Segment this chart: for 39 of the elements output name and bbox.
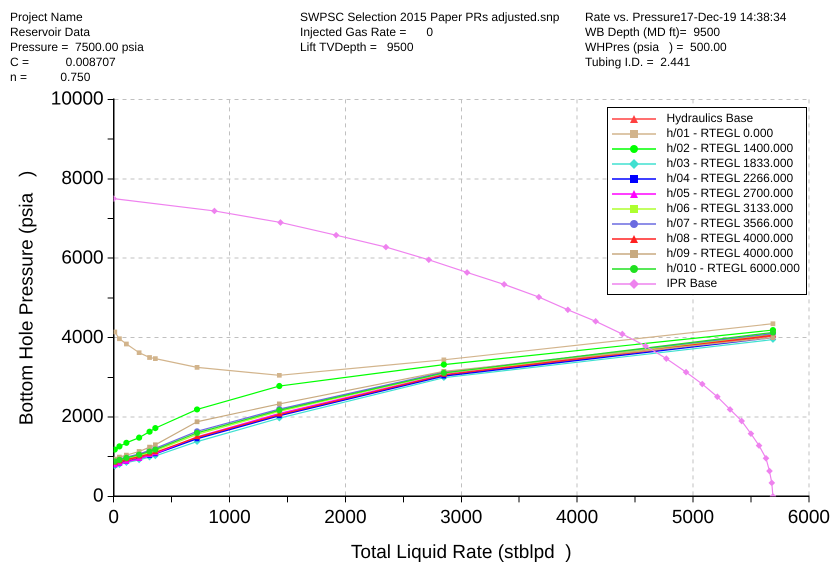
y-tick-label: 2000 [61,406,104,428]
legend-label: Hydraulics Base [666,111,754,126]
legend-label: h/04 - RTEGL 2266.000 [666,171,794,186]
x-tick-label: 5000 [672,507,714,528]
text: Rate vs. Pressure17-Dec-19 14:38:34 [585,10,786,25]
legend-label: h/05 - RTEGL 2700.000 [666,186,794,202]
text: WB Depth (MD ft)= 9500 [585,25,722,40]
legend-label: h/06 - RTEGL 3133.000 [666,201,794,216]
text: Injected Gas Rate = 0 [300,25,434,40]
text: Pressure = 7500.00 psia [10,40,144,55]
x-axis-title: Total Liquid Rate (stblpd ) [350,542,572,563]
y-tick-label: 0 [93,486,104,507]
x-tick-label: 4000 [556,507,598,528]
text: Project Name [10,10,84,25]
x-tick-label: 1000 [208,507,251,528]
y-tick-label: 4000 [61,326,104,348]
text: Tubing I.D. = 2.441 [585,55,692,70]
legend-label: h/08 - RTEGL 4000.000 [666,231,794,246]
x-tick-label: 3000 [440,507,482,528]
text: n = 0.750 [10,70,92,85]
x-tick-label: 6000 [788,507,830,528]
legend-label: h/07 - RTEGL 3566.000 [666,216,794,232]
legend-label: h/03 - RTEGL 1833.000 [666,156,794,172]
text: C = 0.008707 [10,55,117,70]
y-tick-label: 6000 [61,247,104,268]
legend-label: h/02 - RTEGL 1400.000 [666,141,794,156]
legend-label: IPR Base [666,276,718,292]
y-tick-label: 8000 [61,168,104,190]
legend-label: h/09 - RTEGL 4000.000 [666,246,794,262]
x-tick-label: 2000 [324,507,367,528]
legend-label: h/01 - RTEGL 0.000 [666,126,774,142]
y-tick-label: 10000 [50,88,104,110]
legend-label: h/010 - RTEGL 6000.000 [666,261,800,276]
text: Lift TVDepth = 9500 [300,40,415,55]
text: WHPres (psia ) = 500.00 [585,40,728,55]
text: Reservoir Data [10,25,92,40]
text: SWPSC Selection 2015 Paper PRs adjusted.snp [300,10,560,25]
x-tick-label: 0 [108,507,119,528]
y-axis-title: Bottom Hole Pressure (psia ) [16,170,38,426]
